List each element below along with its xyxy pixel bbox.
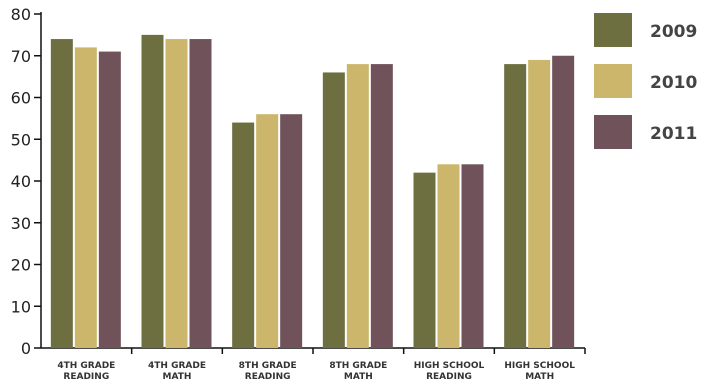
bar-2010 <box>346 64 369 348</box>
y-tick-label: 30 <box>11 214 31 233</box>
bar-2009 <box>322 72 345 348</box>
bar-2010 <box>74 47 97 349</box>
x-category-label: 8TH GRADE <box>239 361 297 371</box>
x-category-label: MATH <box>344 372 373 382</box>
bar-2009 <box>413 172 436 348</box>
axes <box>40 12 585 349</box>
x-category-label: MATH <box>163 372 192 382</box>
x-category-label: HIGH SCHOOL <box>504 361 575 371</box>
bar-2011 <box>189 39 212 349</box>
x-category-label: READING <box>245 372 291 382</box>
y-tick-label: 80 <box>11 5 31 24</box>
bar-2010 <box>256 114 279 348</box>
x-category-label: HIGH SCHOOL <box>414 361 485 371</box>
legend-swatch-2010 <box>594 64 632 98</box>
bar-2009 <box>141 34 164 348</box>
bar-2011 <box>98 51 121 348</box>
bar-2010 <box>528 59 551 349</box>
x-category-label: READING <box>426 372 472 382</box>
x-category-label: READING <box>63 372 109 382</box>
legend-label-2009: 2009 <box>650 22 697 42</box>
legend: 2009 2010 2011 <box>594 13 697 149</box>
bar-2011 <box>461 164 484 348</box>
y-tick-label: 0 <box>21 339 31 358</box>
bar-2009 <box>504 64 527 348</box>
bar-2011 <box>280 114 303 348</box>
y-axis-ticks: 0 10 20 30 40 50 60 70 80 <box>11 5 41 358</box>
legend-label-2010: 2010 <box>650 73 697 93</box>
legend-swatch-2009 <box>594 13 632 47</box>
bar-2009 <box>232 122 255 348</box>
y-tick-label: 20 <box>11 256 31 275</box>
y-tick-label: 50 <box>11 130 31 149</box>
y-tick-label: 40 <box>11 172 31 191</box>
bar-2010 <box>437 164 460 348</box>
bar-2011 <box>370 64 393 348</box>
x-category-label: 4TH GRADE <box>148 361 206 371</box>
y-tick-label: 10 <box>11 297 31 316</box>
y-tick-label: 60 <box>11 89 31 108</box>
bars <box>50 34 575 349</box>
bar-2010 <box>165 39 188 349</box>
y-tick-label: 70 <box>11 47 31 66</box>
bar-2011 <box>552 55 575 348</box>
bar-2009 <box>50 39 73 349</box>
x-category-label: 8TH GRADE <box>329 361 387 371</box>
legend-swatch-2011 <box>594 115 632 149</box>
x-category-label: MATH <box>525 372 554 382</box>
x-category-label: 4TH GRADE <box>57 361 115 371</box>
legend-label-2011: 2011 <box>650 124 697 144</box>
